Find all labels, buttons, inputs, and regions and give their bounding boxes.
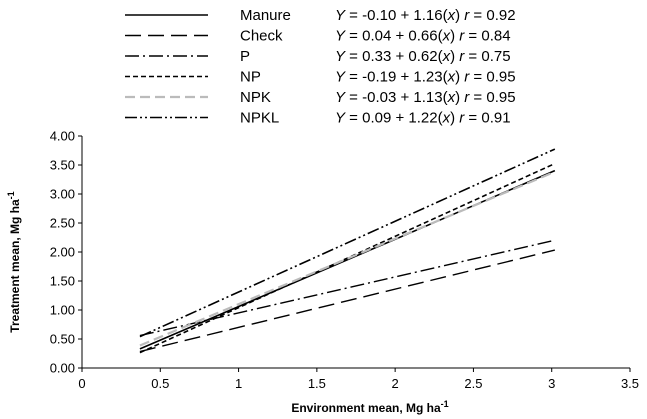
x-tick-label: 1.5 — [308, 376, 326, 391]
y-tick-label: 1.50 — [50, 274, 75, 289]
x-tick-label: 0.5 — [151, 376, 169, 391]
legend-label-npkl: NPKL — [240, 110, 279, 127]
series-line-manure — [139, 169, 556, 350]
x-tick-label: 3 — [548, 376, 555, 391]
series-line-check — [139, 249, 556, 353]
y-tick-label: 2.50 — [50, 216, 75, 231]
legend-label-p: P — [240, 48, 250, 65]
x-tick-label: 2.5 — [464, 376, 482, 391]
x-tick-label: 2 — [392, 376, 399, 391]
y-tick-label: 4.00 — [50, 129, 75, 144]
y-tick-label: 0.00 — [50, 361, 75, 376]
series-line-p — [139, 239, 556, 337]
x-tick-label: 3.5 — [621, 376, 639, 391]
legend-equation-check: Y = 0.04 + 0.66(x) r = 0.84 — [335, 28, 511, 45]
legend-label-manure: Manure — [240, 7, 291, 24]
legend-equation-manure: Y = -0.10 + 1.16(x) r = 0.92 — [335, 7, 516, 24]
y-tick-label: 2.00 — [50, 245, 75, 260]
regression-lines — [139, 148, 556, 354]
legend-equation-p: Y = 0.33 + 0.62(x) r = 0.75 — [335, 48, 511, 65]
y-tick-label: 0.50 — [50, 332, 75, 347]
legend-label-np: NP — [240, 69, 261, 86]
y-axis-title: Treatment mean, Mg ha-1 — [6, 191, 22, 332]
legend-equation-npkl: Y = 0.09 + 1.22(x) r = 0.91 — [335, 110, 511, 127]
y-tick-label: 3.00 — [50, 187, 75, 202]
series-line-npkl — [139, 148, 556, 338]
legend-equation-npk: Y = -0.03 + 1.13(x) r = 0.95 — [335, 89, 516, 106]
y-tick-label: 3.50 — [50, 158, 75, 173]
y-tick-label: 1.00 — [50, 303, 75, 318]
axes: 0.00 0.50 1.00 1.50 2.00 2.50 3.00 3.50 4.00 0 0.5… — [50, 129, 639, 392]
legend-label-npk: NPK — [240, 89, 271, 106]
legend-label-check: Check — [240, 28, 283, 45]
legend-equation-np: Y = -0.19 + 1.23(x) r = 0.95 — [335, 69, 516, 86]
x-tick-label: 0 — [78, 376, 85, 391]
x-tick-label: 1 — [235, 376, 242, 391]
legend: Manure Y = -0.10 + 1.16(x) r = 0.92 Check Y… — [125, 7, 516, 127]
x-axis-title: Environment mean, Mg ha-1 — [291, 399, 448, 415]
